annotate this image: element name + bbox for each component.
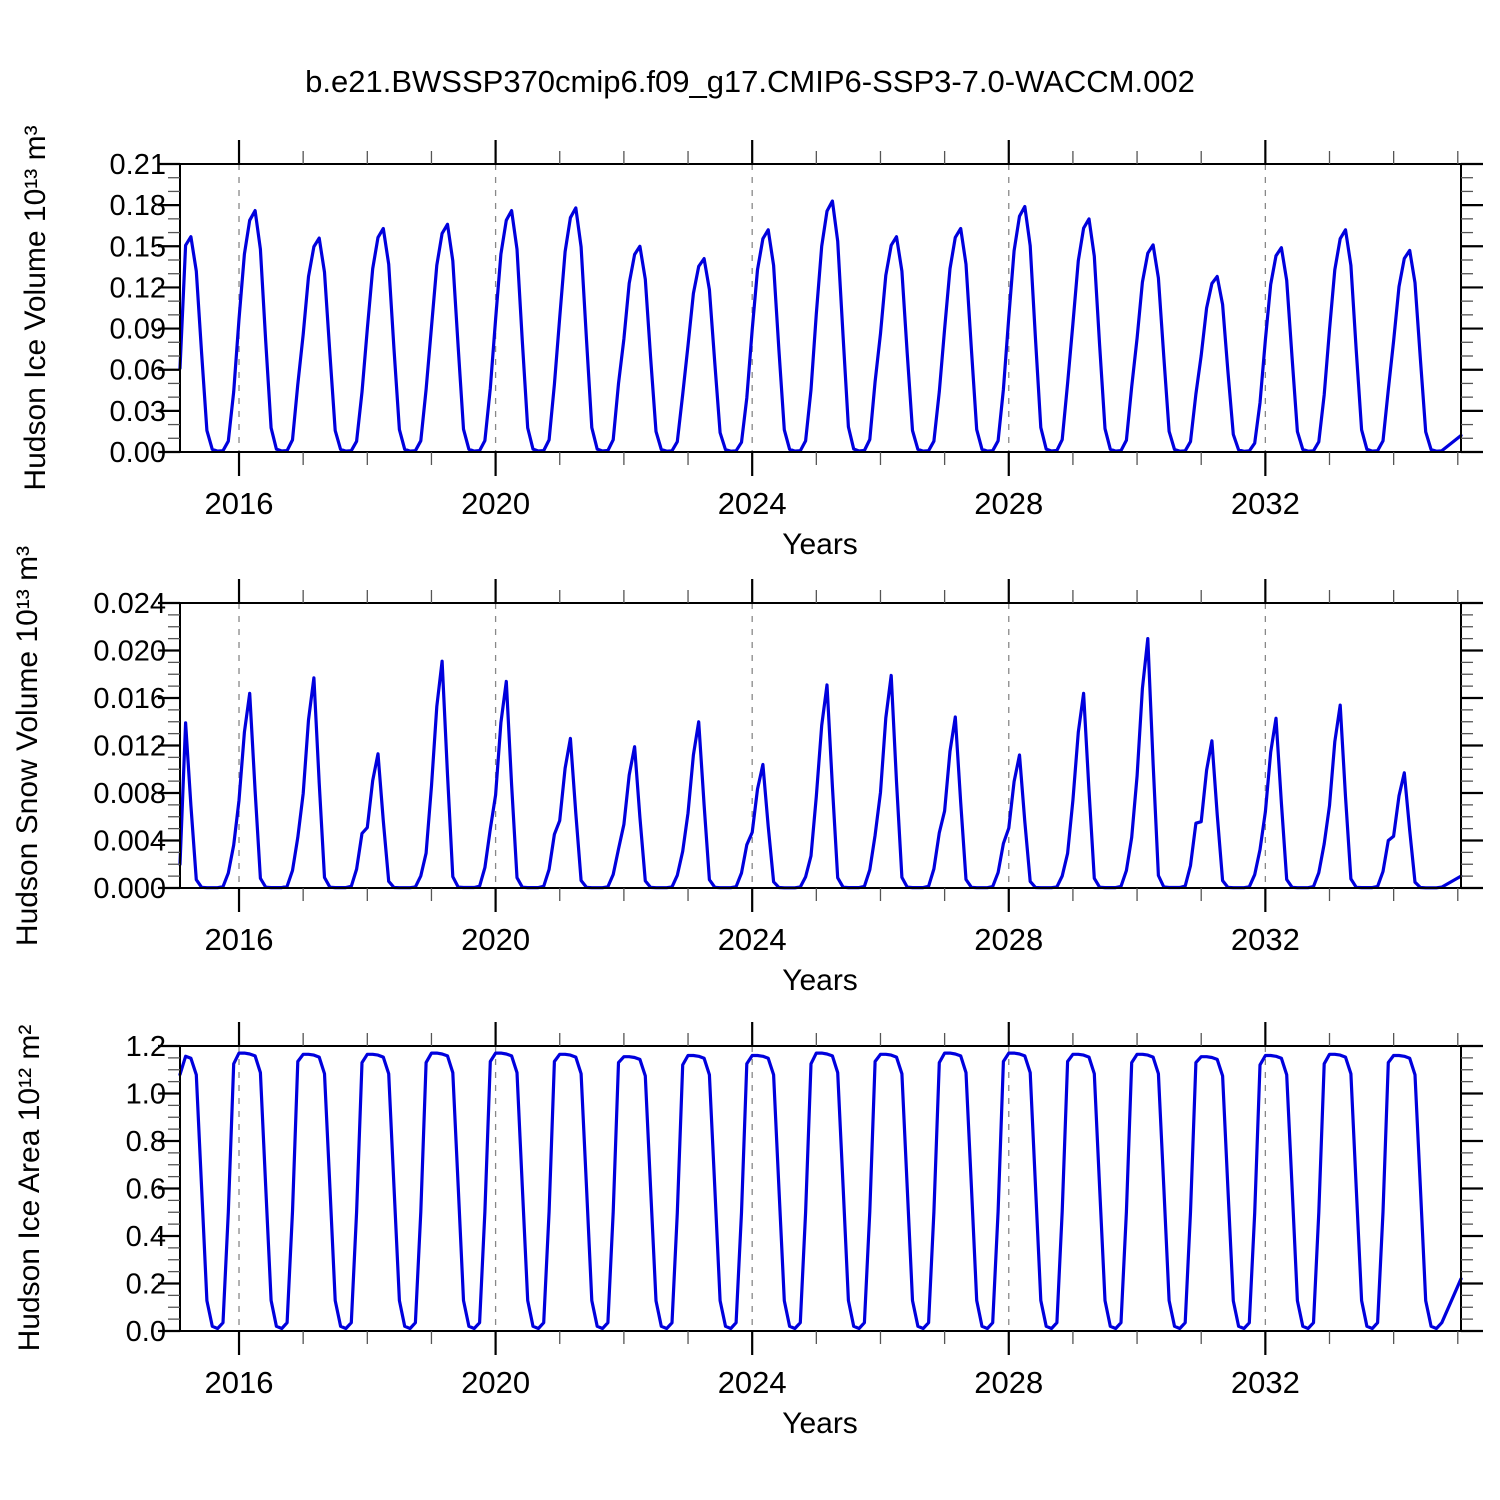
x-tick-label: 2016 xyxy=(205,1365,274,1400)
x-tick-label: 2024 xyxy=(718,1365,787,1400)
y-tick-label: 0.06 xyxy=(110,355,166,387)
x-tick-label: 2032 xyxy=(1231,922,1300,957)
y-tick-label: 1.0 xyxy=(126,1079,166,1111)
y-tick-label: 0.12 xyxy=(110,272,166,304)
hudson-ice-area-frame xyxy=(179,1045,1462,1332)
x-tick-label: 2024 xyxy=(718,922,787,957)
x-tick-label: 2028 xyxy=(974,486,1043,521)
y-tick-label: 0.000 xyxy=(93,873,166,905)
y-tick-label: 0.020 xyxy=(93,636,166,668)
x-tick-label: 2024 xyxy=(718,486,787,521)
hudson-ice-volume-frame xyxy=(179,163,1462,453)
x-tick-label: 2028 xyxy=(974,922,1043,957)
hudson-ice-area-series xyxy=(178,1051,1463,1331)
x-tick-label: 2020 xyxy=(461,922,530,957)
x-axis-label-panel3: Years xyxy=(782,1407,858,1440)
y-tick-label: 0.2 xyxy=(126,1269,166,1301)
x-tick-label: 2016 xyxy=(205,922,274,957)
x-tick-label: 2020 xyxy=(461,1365,530,1400)
y-tick-label: 0.09 xyxy=(110,314,166,346)
x-tick-label: 2020 xyxy=(461,486,530,521)
y-tick-label: 0.016 xyxy=(93,683,166,715)
hudson-snow-volume-series xyxy=(178,636,1463,890)
y-tick-label: 0.15 xyxy=(110,231,166,263)
x-tick-label: 2016 xyxy=(205,486,274,521)
y-tick-label: 0.21 xyxy=(110,149,166,181)
y-tick-label: 0.004 xyxy=(93,826,166,858)
y-tick-label: 0.00 xyxy=(110,437,166,469)
x-axis-label-panel2: Years xyxy=(782,964,858,997)
y-tick-label: 0.6 xyxy=(126,1174,166,1206)
y-tick-label: 0.18 xyxy=(110,190,166,222)
x-axis-label-panel1: Years xyxy=(782,528,858,561)
y-tick-label: 0.8 xyxy=(126,1126,166,1158)
y-tick-label: 0.024 xyxy=(93,588,166,620)
x-tick-label: 2032 xyxy=(1231,1365,1300,1400)
x-tick-label: 2032 xyxy=(1231,486,1300,521)
y-tick-label: 0.012 xyxy=(93,731,166,763)
y-tick-label: 1.2 xyxy=(126,1031,166,1063)
y-tick-label: 0.008 xyxy=(93,778,166,810)
y-tick-label: 0.0 xyxy=(126,1316,166,1348)
y-tick-label: 0.4 xyxy=(126,1221,166,1253)
y-tick-label: 0.03 xyxy=(110,396,166,428)
figure-title: b.e21.BWSSP370cmip6.f09_g17.CMIP6-SSP3-7… xyxy=(305,64,1195,99)
x-tick-label: 2028 xyxy=(974,1365,1043,1400)
hudson-ice-volume-series xyxy=(178,199,1463,453)
